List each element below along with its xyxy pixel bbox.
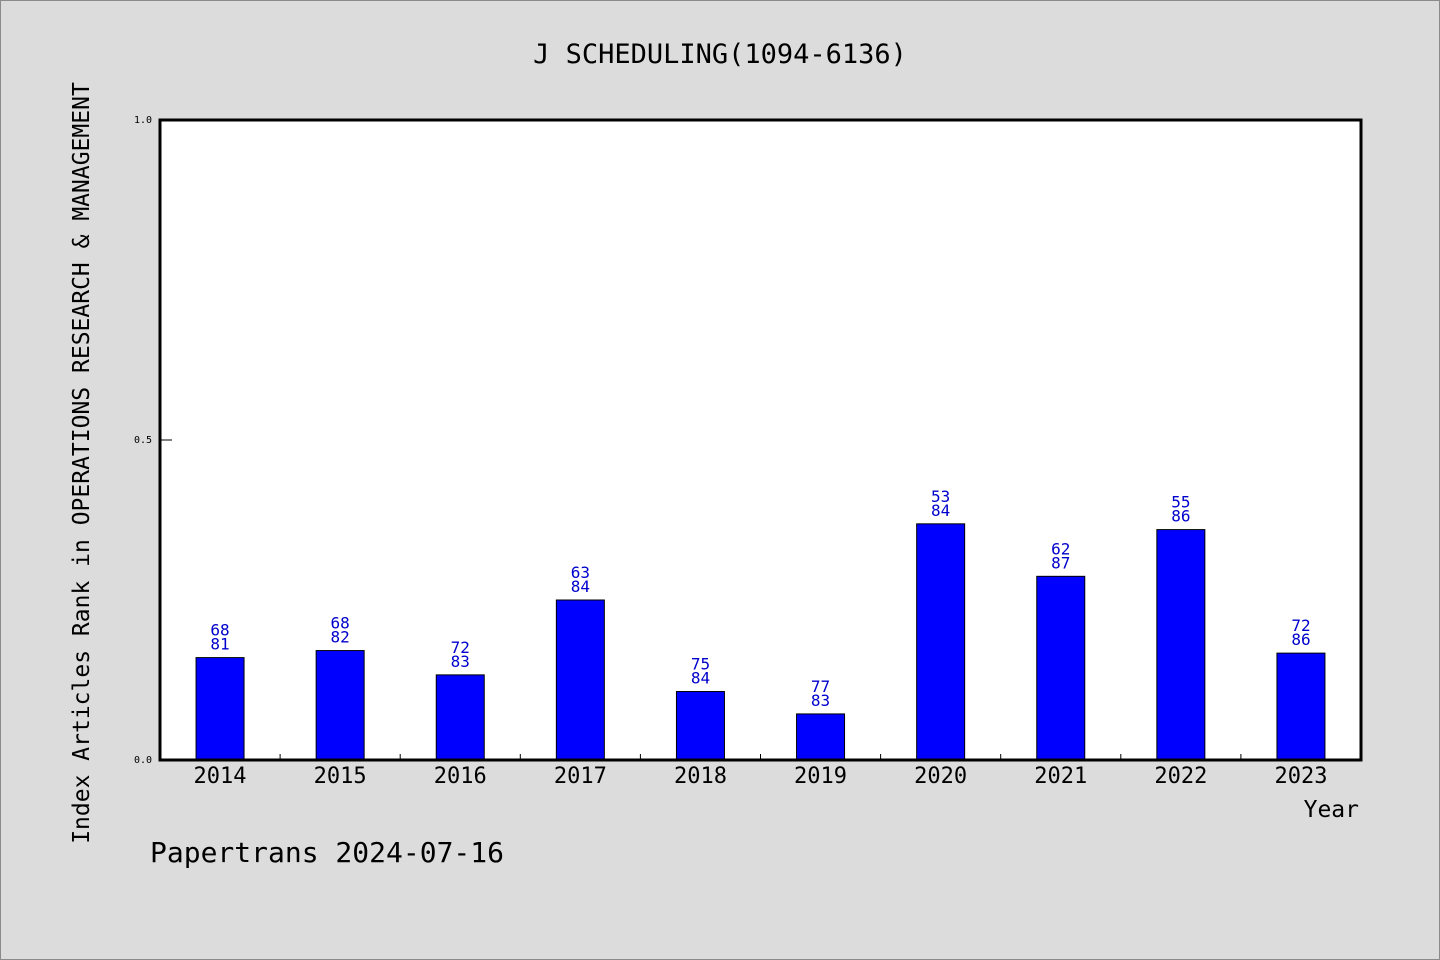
y-tick-label-1.0: 1.0 (134, 115, 152, 126)
bar-label-bottom-2014: 81 (210, 635, 229, 654)
bar-2017 (555, 599, 605, 761)
bar-label-bottom-2022: 86 (1171, 507, 1190, 526)
x-tick-label-2020: 2020 (914, 764, 967, 789)
bar-label-bottom-2019: 83 (811, 691, 830, 710)
y-tick-label-0.0: 0.0 (134, 755, 152, 766)
y-axis-label: Index Articles Rank in OPERATIONS RESEAR… (69, 82, 95, 844)
bar-label-top-2022: 55 (1171, 493, 1190, 512)
x-tick-label-2014: 2014 (194, 764, 247, 789)
credit-text: Papertrans 2024-07-16 (150, 836, 504, 869)
bar-2020 (916, 523, 966, 761)
bar-label-top-2015: 68 (331, 614, 350, 633)
bar-label-bottom-2021: 87 (1051, 553, 1070, 572)
bar-label-top-2016: 72 (451, 638, 470, 657)
x-tick-label-2021: 2021 (1034, 764, 1087, 789)
bar-label-top-2014: 68 (210, 621, 229, 640)
bar-label-bottom-2023: 86 (1291, 630, 1310, 649)
bar-2015 (315, 650, 365, 761)
bar-2019 (796, 713, 846, 761)
bar-label-bottom-2020: 84 (931, 501, 950, 520)
x-tick-label-2015: 2015 (314, 764, 367, 789)
x-tick-label-2018: 2018 (674, 764, 727, 789)
x-tick-label-2023: 2023 (1274, 764, 1327, 789)
bar-label-bottom-2017: 84 (571, 577, 590, 596)
bar-label-top-2023: 72 (1291, 616, 1310, 635)
bar-2014 (195, 657, 245, 761)
bars-group (195, 523, 1326, 761)
x-axis-label: Year (1304, 797, 1359, 823)
x-axis: 2014 2015 2016 2017 2018 2019 2020 2021 2022 2023 (194, 754, 1327, 789)
bar-label-bottom-2016: 83 (451, 652, 470, 671)
bar-2021 (1036, 575, 1086, 761)
y-tick-label-0.5: 0.5 (134, 435, 152, 446)
bar-2016 (435, 674, 485, 761)
plot-frame (158, 118, 1363, 762)
bar-2023 (1276, 652, 1326, 761)
bar-label-top-2019: 77 (811, 677, 830, 696)
x-tick-label-2022: 2022 (1154, 764, 1207, 789)
x-tick-label-2016: 2016 (434, 764, 487, 789)
bar-label-top-2020: 53 (931, 487, 950, 506)
bar-2022 (1156, 529, 1206, 761)
bar-label-top-2017: 63 (571, 563, 590, 582)
x-tick-label-2017: 2017 (554, 764, 607, 789)
bar-2018 (675, 691, 725, 761)
bar-label-top-2021: 62 (1051, 539, 1070, 558)
bar-label-bottom-2018: 84 (691, 669, 710, 688)
chart-title: J SCHEDULING(1094-6136) (533, 39, 907, 70)
bar-label-bottom-2015: 82 (331, 628, 350, 647)
x-tick-label-2019: 2019 (794, 764, 847, 789)
bar-label-top-2018: 75 (691, 655, 710, 674)
